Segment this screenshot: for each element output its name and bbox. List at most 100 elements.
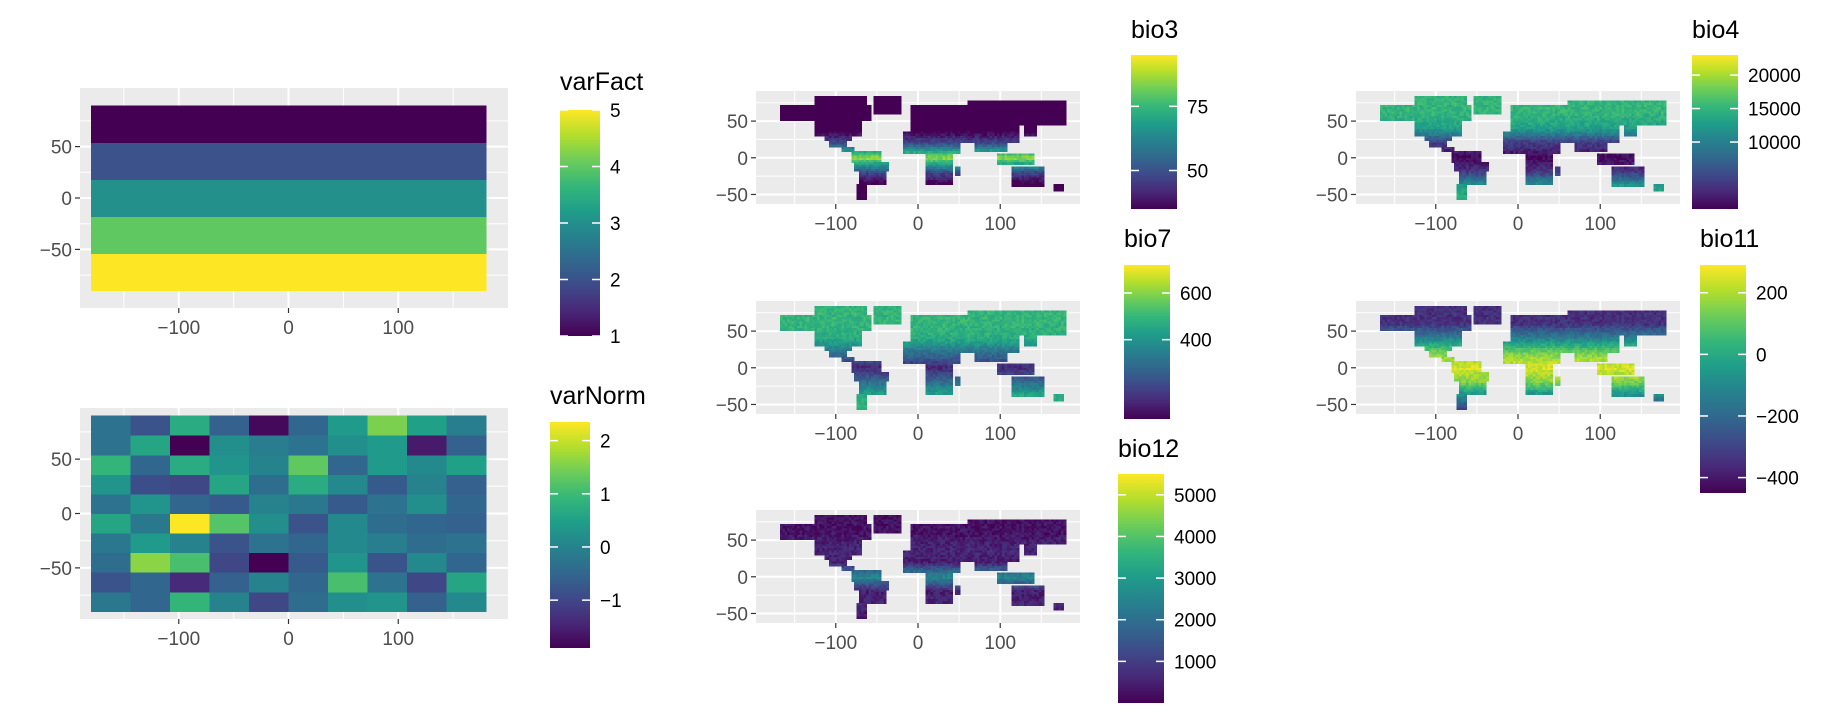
map-cell <box>937 146 941 150</box>
map-cell <box>1592 111 1596 115</box>
map-cell <box>984 109 988 113</box>
map-cell <box>918 113 922 117</box>
map-cell <box>1577 115 1581 119</box>
map-cell <box>1443 111 1448 115</box>
heat-cell <box>90 474 131 495</box>
map-cell <box>1011 184 1015 187</box>
map-cell <box>918 144 922 148</box>
map-cell <box>1633 100 1638 104</box>
map-cell <box>814 107 818 110</box>
y-tick-label: −50 <box>40 240 72 261</box>
map-cell <box>1592 137 1596 141</box>
map-cell <box>1589 124 1593 128</box>
map-cell <box>994 100 998 104</box>
map-cell <box>1552 135 1556 139</box>
map-cell <box>1547 140 1551 143</box>
map-cell <box>1004 122 1008 126</box>
map-cell <box>1019 184 1023 187</box>
map-cell <box>1606 120 1610 124</box>
map-cell <box>967 124 971 128</box>
map-cell <box>821 104 825 108</box>
map-cell <box>1021 109 1025 113</box>
map-cell <box>952 129 956 132</box>
map-cell <box>1387 107 1391 110</box>
map-cell <box>913 115 917 119</box>
map-cell <box>883 179 887 183</box>
map-cell <box>1426 115 1430 119</box>
map-cell <box>996 107 1001 110</box>
map-cell <box>846 113 850 117</box>
map-cell <box>1429 122 1433 126</box>
map-cell <box>927 107 931 110</box>
map-cell <box>1466 107 1470 110</box>
map-cell <box>1638 102 1642 106</box>
map-cell <box>967 140 971 143</box>
map-cell <box>1061 113 1065 117</box>
map-cell <box>858 157 862 161</box>
map-cell <box>959 113 964 117</box>
map-cell <box>1009 120 1013 124</box>
map-cell <box>1453 131 1457 135</box>
map-cell <box>1488 102 1492 106</box>
data-cells <box>779 96 1067 201</box>
map-cell <box>984 104 988 108</box>
map-cell <box>1392 113 1396 117</box>
map-cell <box>989 133 993 137</box>
map-cell <box>1550 124 1554 128</box>
map-cell <box>1594 131 1598 135</box>
map-cell <box>1582 107 1586 110</box>
map-cell <box>1041 120 1045 124</box>
map-cell <box>992 111 996 115</box>
map-cell <box>942 168 946 172</box>
map-cell <box>942 159 946 163</box>
map-cell <box>861 159 865 163</box>
map-cell <box>1604 118 1608 121</box>
map-cell <box>952 111 956 115</box>
colorbar <box>550 422 590 648</box>
map-cell <box>964 120 968 124</box>
map-cell <box>814 118 818 121</box>
map-cell <box>1510 137 1514 141</box>
map-cell <box>955 109 959 113</box>
map-cell <box>1599 126 1603 130</box>
map-cell <box>950 181 954 185</box>
map-cell <box>935 177 939 181</box>
map-cell <box>1061 107 1065 110</box>
map-cell <box>1456 113 1460 117</box>
map-cell <box>1629 107 1633 110</box>
map-cell <box>974 131 978 135</box>
map-cell <box>910 109 914 113</box>
map-cell <box>861 186 865 190</box>
map-cell <box>1043 113 1047 117</box>
map-cell <box>1431 102 1435 106</box>
map-cell <box>1446 137 1450 141</box>
map-cell <box>1019 177 1023 181</box>
map-cell <box>925 109 929 113</box>
map-cell <box>851 159 855 163</box>
map-cell <box>1522 133 1527 137</box>
map-cell <box>806 118 811 121</box>
heat-cell <box>130 533 171 554</box>
map-cell <box>1584 111 1588 115</box>
map-cell <box>1026 166 1030 170</box>
map-cell <box>1043 111 1047 115</box>
map-cell <box>1446 135 1450 139</box>
map-cell <box>992 115 996 119</box>
map-cell <box>1051 120 1055 124</box>
map-cell <box>814 96 818 99</box>
map-cell <box>1587 102 1591 106</box>
map-cell <box>1429 133 1433 137</box>
map-cell <box>957 140 961 143</box>
map-cell <box>977 146 981 150</box>
map-cell <box>1587 126 1591 130</box>
map-cell <box>863 159 867 163</box>
map-cell <box>1004 131 1008 135</box>
map-cell <box>1434 96 1438 99</box>
map-cell <box>1594 133 1598 137</box>
map-cell <box>1456 131 1460 135</box>
map-cell <box>1061 118 1065 121</box>
map-cell <box>885 168 889 172</box>
map-cell <box>913 137 917 141</box>
map-cell <box>824 137 828 141</box>
map-cell <box>1416 113 1420 117</box>
